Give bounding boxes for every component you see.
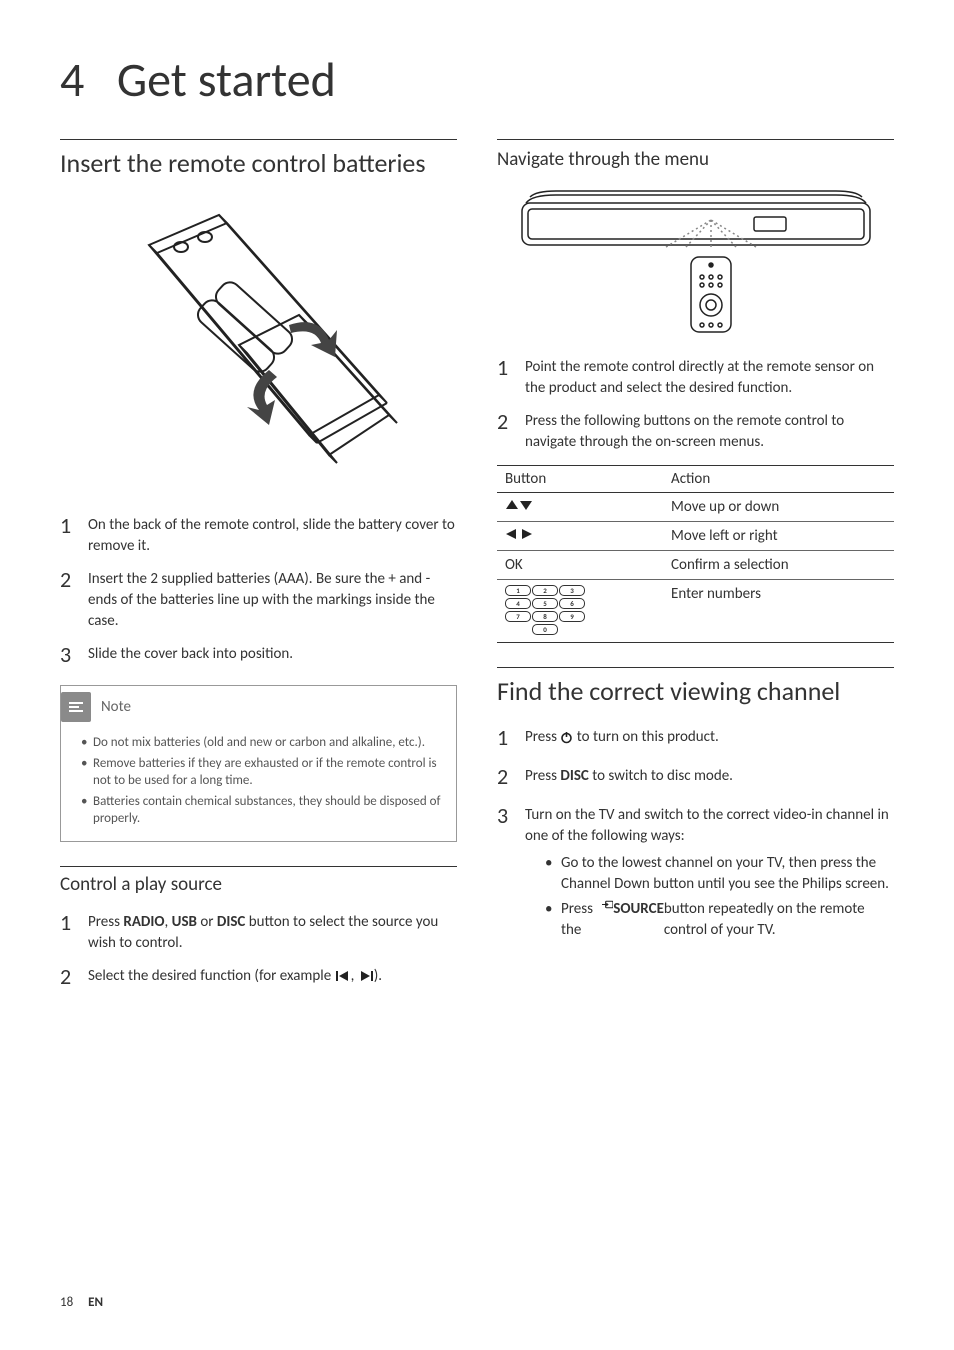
step-number: 2 [497, 407, 525, 453]
action-cell: Move left or right [663, 522, 894, 551]
step-text: Point the remote control directly at the… [525, 353, 894, 399]
note-header: Note [61, 686, 456, 730]
skip-back-icon [336, 971, 350, 981]
page-language: EN [88, 1295, 103, 1310]
section-rule [60, 139, 457, 140]
action-cell: Move up or down [663, 493, 894, 522]
list-item: 2Insert the 2 supplied batteries (AAA). … [60, 565, 457, 632]
keypad-key: 3 [559, 585, 585, 596]
section-heading-navigate: Navigate through the menu [497, 148, 894, 171]
step-number: 2 [60, 565, 88, 632]
table-row: Move left or right [497, 522, 894, 551]
step-number: 3 [60, 640, 88, 671]
page-number: 18 [60, 1295, 73, 1310]
list-item: 1On the back of the remote control, slid… [60, 511, 457, 557]
remote-battery-illustration [60, 195, 457, 495]
power-icon [560, 731, 573, 744]
note-icon [61, 692, 91, 722]
note-list: Do not mix batteries (old and new or car… [61, 730, 456, 841]
chapter-number: 4 [60, 50, 84, 109]
section-heading-batteries: Insert the remote control batteries [60, 148, 457, 179]
note-item: Batteries contain chemical substances, t… [81, 793, 444, 828]
note-title: Note [101, 698, 131, 716]
section-heading-control-source: Control a play source [60, 873, 457, 896]
section-heading-viewing-channel: Find the correct viewing channel [497, 676, 894, 707]
device-diagram-icon [516, 187, 876, 337]
step-text: Insert the 2 supplied batteries (AAA). B… [88, 565, 457, 632]
skip-forward-icon [359, 971, 373, 981]
button-cell: 123 456 7890 [497, 580, 663, 643]
step-text: Turn on the TV and switch to the correct… [525, 801, 894, 945]
note-item: Do not mix batteries (old and new or car… [81, 734, 444, 752]
content-columns: Insert the remote control batteries [60, 139, 894, 1005]
button-cell [497, 522, 663, 551]
action-cell: Confirm a selection [663, 551, 894, 580]
battery-diagram-icon [119, 195, 399, 495]
list-item: 1 Press RADIO, USB or DISC button to sel… [60, 908, 457, 954]
step-text: Select the desired function (for example… [88, 962, 457, 993]
list-item: 3Slide the cover back into position. [60, 640, 457, 671]
step-number: 2 [60, 962, 88, 993]
keypad-key: 2 [532, 585, 558, 596]
subsection-rule [60, 866, 457, 867]
button-cell: OK [497, 551, 663, 580]
step-text: On the back of the remote control, slide… [88, 511, 457, 557]
step-number: 1 [497, 353, 525, 399]
table-header-action: Action [663, 466, 894, 493]
list-item: 1 Press to turn on this product. [497, 723, 894, 754]
navigate-steps: 1Point the remote control directly at th… [497, 353, 894, 453]
keypad-key: 6 [559, 598, 585, 609]
table-row: OK Confirm a selection [497, 551, 894, 580]
list-item: 1Point the remote control directly at th… [497, 353, 894, 399]
right-column: Navigate through the menu [497, 139, 894, 1005]
keypad-key: 1 [505, 585, 531, 596]
keypad-key: 8 [532, 611, 558, 622]
list-item: 3 Turn on the TV and switch to the corre… [497, 801, 894, 945]
source-input-icon [602, 899, 614, 910]
battery-steps: 1On the back of the remote control, slid… [60, 511, 457, 671]
page-footer: 18 EN [60, 1295, 103, 1310]
keypad-key: 5 [532, 598, 558, 609]
chapter-name: Get started [117, 50, 336, 109]
list-item: 2 Select the desired function (for examp… [60, 962, 457, 993]
keypad-key: 9 [559, 611, 585, 622]
left-right-arrows-icon [505, 528, 533, 540]
keypad-key: 4 [505, 598, 531, 609]
step-number: 1 [497, 723, 525, 754]
sub-bullet-list: Go to the lowest channel on your TV, the… [525, 853, 894, 941]
button-cell [497, 493, 663, 522]
bullet-item: Press the SOURCE button repeatedly on th… [545, 899, 894, 941]
bullet-item: Go to the lowest channel on your TV, the… [545, 853, 894, 895]
table-row: Move up or down [497, 493, 894, 522]
keypad-icon: 123 456 7890 [505, 585, 585, 637]
note-box: Note Do not mix batteries (old and new o… [60, 685, 457, 842]
step-text: Press RADIO, USB or DISC button to selec… [88, 908, 457, 954]
left-column: Insert the remote control batteries [60, 139, 457, 1005]
viewing-channel-steps: 1 Press to turn on this product. 2 Press… [497, 723, 894, 945]
chapter-title: 4 Get started [60, 50, 894, 109]
list-item: 2Press the following buttons on the remo… [497, 407, 894, 453]
step-number: 1 [60, 908, 88, 954]
step-text: Press the following buttons on the remot… [525, 407, 894, 453]
button-action-table: Button Action Move up or down Move left … [497, 465, 894, 643]
section-rule [497, 667, 894, 668]
product-remote-illustration [497, 187, 894, 337]
step-number: 2 [497, 762, 525, 793]
up-down-arrows-icon [505, 499, 533, 511]
control-source-steps: 1 Press RADIO, USB or DISC button to sel… [60, 908, 457, 993]
keypad-key: 7 [505, 611, 531, 622]
step-text: Press DISC to switch to disc mode. [525, 762, 894, 793]
action-cell: Enter numbers [663, 580, 894, 643]
step-text: Press to turn on this product. [525, 723, 894, 754]
step-number: 1 [60, 511, 88, 557]
keypad-key: 0 [532, 624, 558, 635]
list-item: 2 Press DISC to switch to disc mode. [497, 762, 894, 793]
note-item: Remove batteries if they are exhausted o… [81, 755, 444, 790]
subsection-rule [497, 139, 894, 140]
table-row: 123 456 7890 Enter numbers [497, 580, 894, 643]
step-number: 3 [497, 801, 525, 945]
table-header-button: Button [497, 466, 663, 493]
step-text: Slide the cover back into position. [88, 640, 457, 671]
